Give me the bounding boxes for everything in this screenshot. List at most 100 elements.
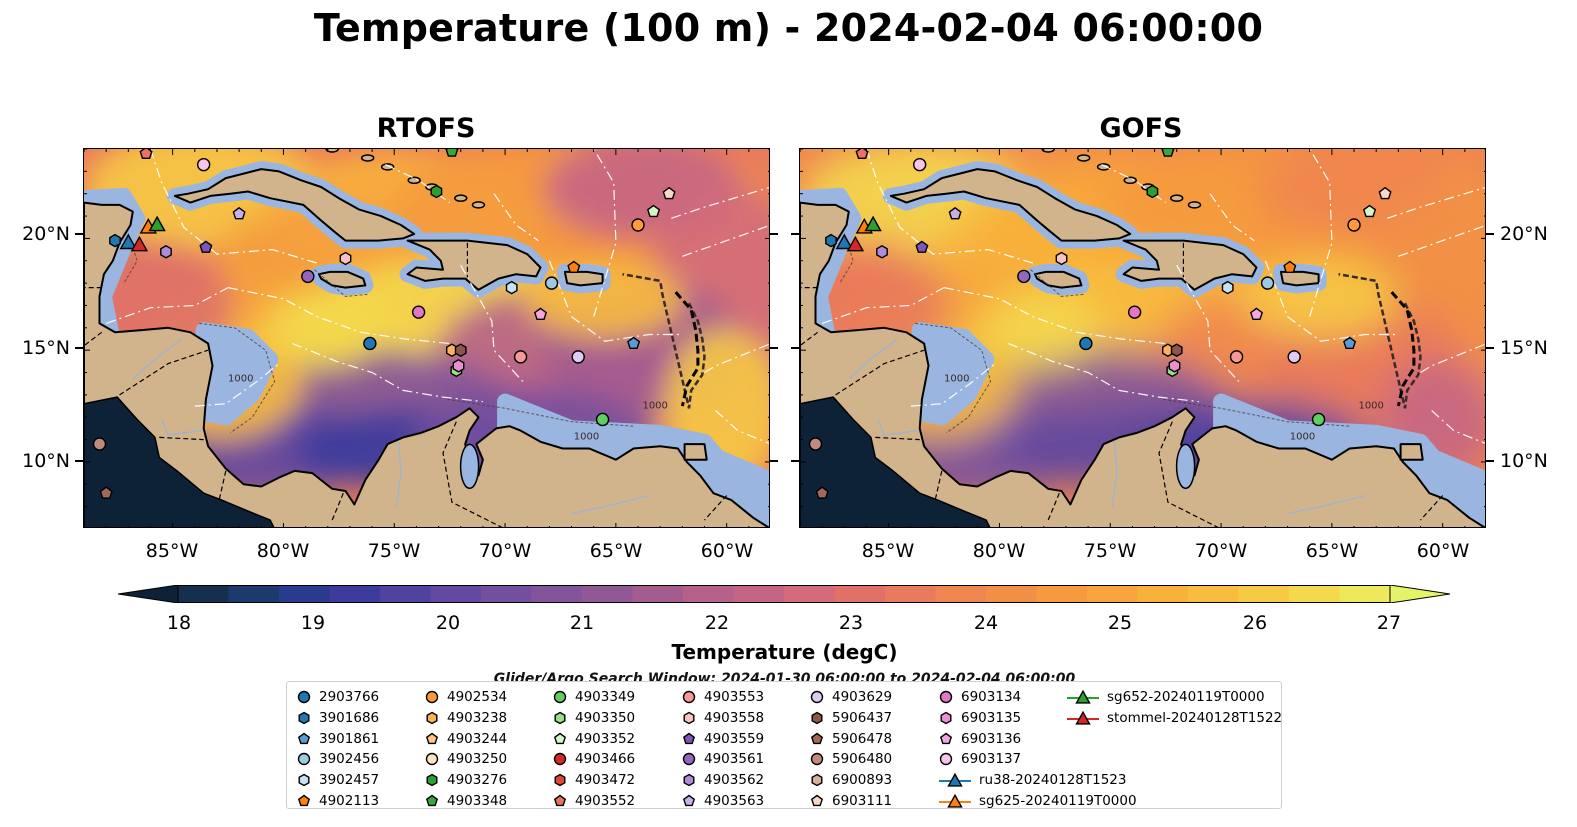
observation-marker-6903137[interactable] xyxy=(912,157,927,172)
observation-marker-4903276[interactable] xyxy=(1146,184,1159,199)
observation-marker-6903136[interactable] xyxy=(533,307,548,321)
legend-marker-icon xyxy=(425,732,439,744)
legend-label: 6903137 xyxy=(961,751,1022,768)
map-panel-gofs[interactable]: 1000 1000 1000 xyxy=(799,148,1486,528)
observation-marker-5906478[interactable] xyxy=(815,486,829,499)
tick-mark xyxy=(791,233,800,235)
legend-label: 6903111 xyxy=(832,793,893,809)
legend-pentagon-icon xyxy=(553,794,567,807)
tick-mark xyxy=(769,460,778,462)
legend-pentagon-icon xyxy=(810,732,824,744)
colorbar-segment xyxy=(1289,585,1341,603)
observation-marker-3902457[interactable] xyxy=(1221,280,1234,295)
panel-title-gofs: GOFS xyxy=(1099,113,1183,144)
observation-marker-3902456[interactable] xyxy=(544,276,559,290)
observation-marker-4903553[interactable] xyxy=(1229,350,1244,364)
observation-marker-4903349[interactable] xyxy=(595,412,610,427)
colorbar-tick: 26 xyxy=(1242,612,1268,634)
observation-marker-4903561[interactable] xyxy=(301,269,315,284)
observation-marker-3901861[interactable] xyxy=(1343,336,1357,350)
legend-hexagon-icon xyxy=(554,773,566,787)
legend-entry: sg625-20240119T0000 xyxy=(939,791,1137,811)
observation-marker-4903562[interactable] xyxy=(160,244,172,259)
observation-marker-4902534[interactable] xyxy=(1347,218,1361,232)
legend-entry: sg652-20240119T0000 xyxy=(1067,687,1265,707)
observation-marker-6903136[interactable] xyxy=(1249,307,1264,321)
observation-marker-4903348[interactable] xyxy=(1161,149,1175,157)
observation-marker-ru38-20240128T1523[interactable] xyxy=(119,233,137,250)
observation-marker-sg652-20240119T0000[interactable] xyxy=(148,215,166,232)
observation-marker-4903559[interactable] xyxy=(915,240,929,253)
observation-marker-4903349[interactable] xyxy=(1311,412,1326,427)
observation-marker-4903559[interactable] xyxy=(199,240,213,253)
observation-marker-3901686[interactable] xyxy=(825,233,837,248)
observation-marker-4903558[interactable] xyxy=(1055,251,1068,266)
observation-marker-2903766[interactable] xyxy=(1079,336,1093,351)
observation-marker-6903135[interactable] xyxy=(452,358,465,373)
observation-marker-3901861[interactable] xyxy=(627,336,641,350)
observation-marker-6903137[interactable] xyxy=(196,157,211,172)
legend-marker-icon xyxy=(683,711,695,725)
observation-marker-5906437[interactable] xyxy=(1170,343,1183,358)
observation-marker-4903629[interactable] xyxy=(571,350,585,364)
colorbar-segment xyxy=(178,585,230,603)
observation-marker-6903135[interactable] xyxy=(1168,358,1181,373)
legend-label: 4903472 xyxy=(575,772,636,789)
observation-marker-4903352[interactable] xyxy=(646,204,661,218)
map-panel-rtofs[interactable]: 1000 1000 1000 xyxy=(83,148,770,528)
legend-entry: 4903553 xyxy=(682,687,764,707)
legend-marker-icon xyxy=(553,794,567,807)
observation-marker-4903553[interactable] xyxy=(513,350,528,364)
legend-pentagon-icon xyxy=(425,732,439,744)
legend-label: 4903349 xyxy=(575,689,636,705)
observation-marker-3902457[interactable] xyxy=(505,280,518,295)
observation-marker-4903558[interactable] xyxy=(339,251,352,266)
observation-marker-4903629[interactable] xyxy=(1287,350,1301,364)
lon-label-75w-left: 75°W xyxy=(367,540,421,562)
observation-marker-6903134[interactable] xyxy=(411,305,426,319)
observation-marker-4903352[interactable] xyxy=(1362,204,1377,218)
observation-marker-4903562[interactable] xyxy=(876,244,888,259)
observation-marker-sg652-20240119T0000[interactable] xyxy=(864,215,882,232)
legend-label: 3901686 xyxy=(319,709,380,726)
observation-marker-4903276[interactable] xyxy=(430,184,443,199)
legend-entry: ru38-20240128T1523 xyxy=(939,770,1126,790)
observation-marker-4903563[interactable] xyxy=(232,206,246,220)
observation-marker-4903561[interactable] xyxy=(1017,269,1031,284)
colorbar-tick: 24 xyxy=(973,612,999,634)
tick-mark xyxy=(1485,347,1494,349)
legend: 2903766 3901686 3901861 3902456 3902457 49021… xyxy=(286,681,1282,809)
observation-marker-5906480[interactable] xyxy=(92,437,107,451)
observation-marker-2903766[interactable] xyxy=(363,336,377,351)
legend-circle-icon xyxy=(810,753,824,766)
legend-marker-icon xyxy=(939,732,953,744)
observation-marker-4902113[interactable] xyxy=(567,260,581,274)
observation-marker-6903134[interactable] xyxy=(1127,305,1142,319)
legend-entry: 4903276 xyxy=(425,770,507,790)
colorbar-segment xyxy=(683,585,735,603)
legend-circle-icon xyxy=(682,690,696,704)
colorbar-label: Temperature (degC) xyxy=(671,640,898,664)
observation-marker-5906437[interactable] xyxy=(454,343,467,358)
legend-label: 4903629 xyxy=(832,689,893,705)
observation-marker-stommel-20240128T1522[interactable] xyxy=(130,235,149,252)
observation-marker-3901686[interactable] xyxy=(109,233,121,248)
observation-marker-stommel-20240128T1522[interactable] xyxy=(846,235,865,252)
observation-marker-4903563[interactable] xyxy=(948,206,962,220)
legend-entry: 6903137 xyxy=(939,749,1021,769)
observation-marker-4902534[interactable] xyxy=(631,218,645,232)
observation-marker-4902113[interactable] xyxy=(1283,260,1297,274)
observation-marker-ru38-20240128T1523[interactable] xyxy=(835,233,853,250)
observation-marker-6903111[interactable] xyxy=(1378,186,1392,200)
lon-label-85w-right: 85°W xyxy=(861,540,915,562)
legend-entry: 2903766 xyxy=(297,687,379,707)
observation-marker-5906480[interactable] xyxy=(808,437,823,451)
legend-label: 4903348 xyxy=(447,793,508,809)
observation-marker-3902456[interactable] xyxy=(1260,276,1275,290)
observation-marker-5906478[interactable] xyxy=(99,486,113,499)
observation-marker-4903348[interactable] xyxy=(445,149,459,157)
legend-marker-icon xyxy=(810,690,824,704)
legend-label: 4902534 xyxy=(447,689,508,705)
legend-entry: 4903466 xyxy=(553,749,635,769)
observation-marker-6903111[interactable] xyxy=(662,186,676,200)
